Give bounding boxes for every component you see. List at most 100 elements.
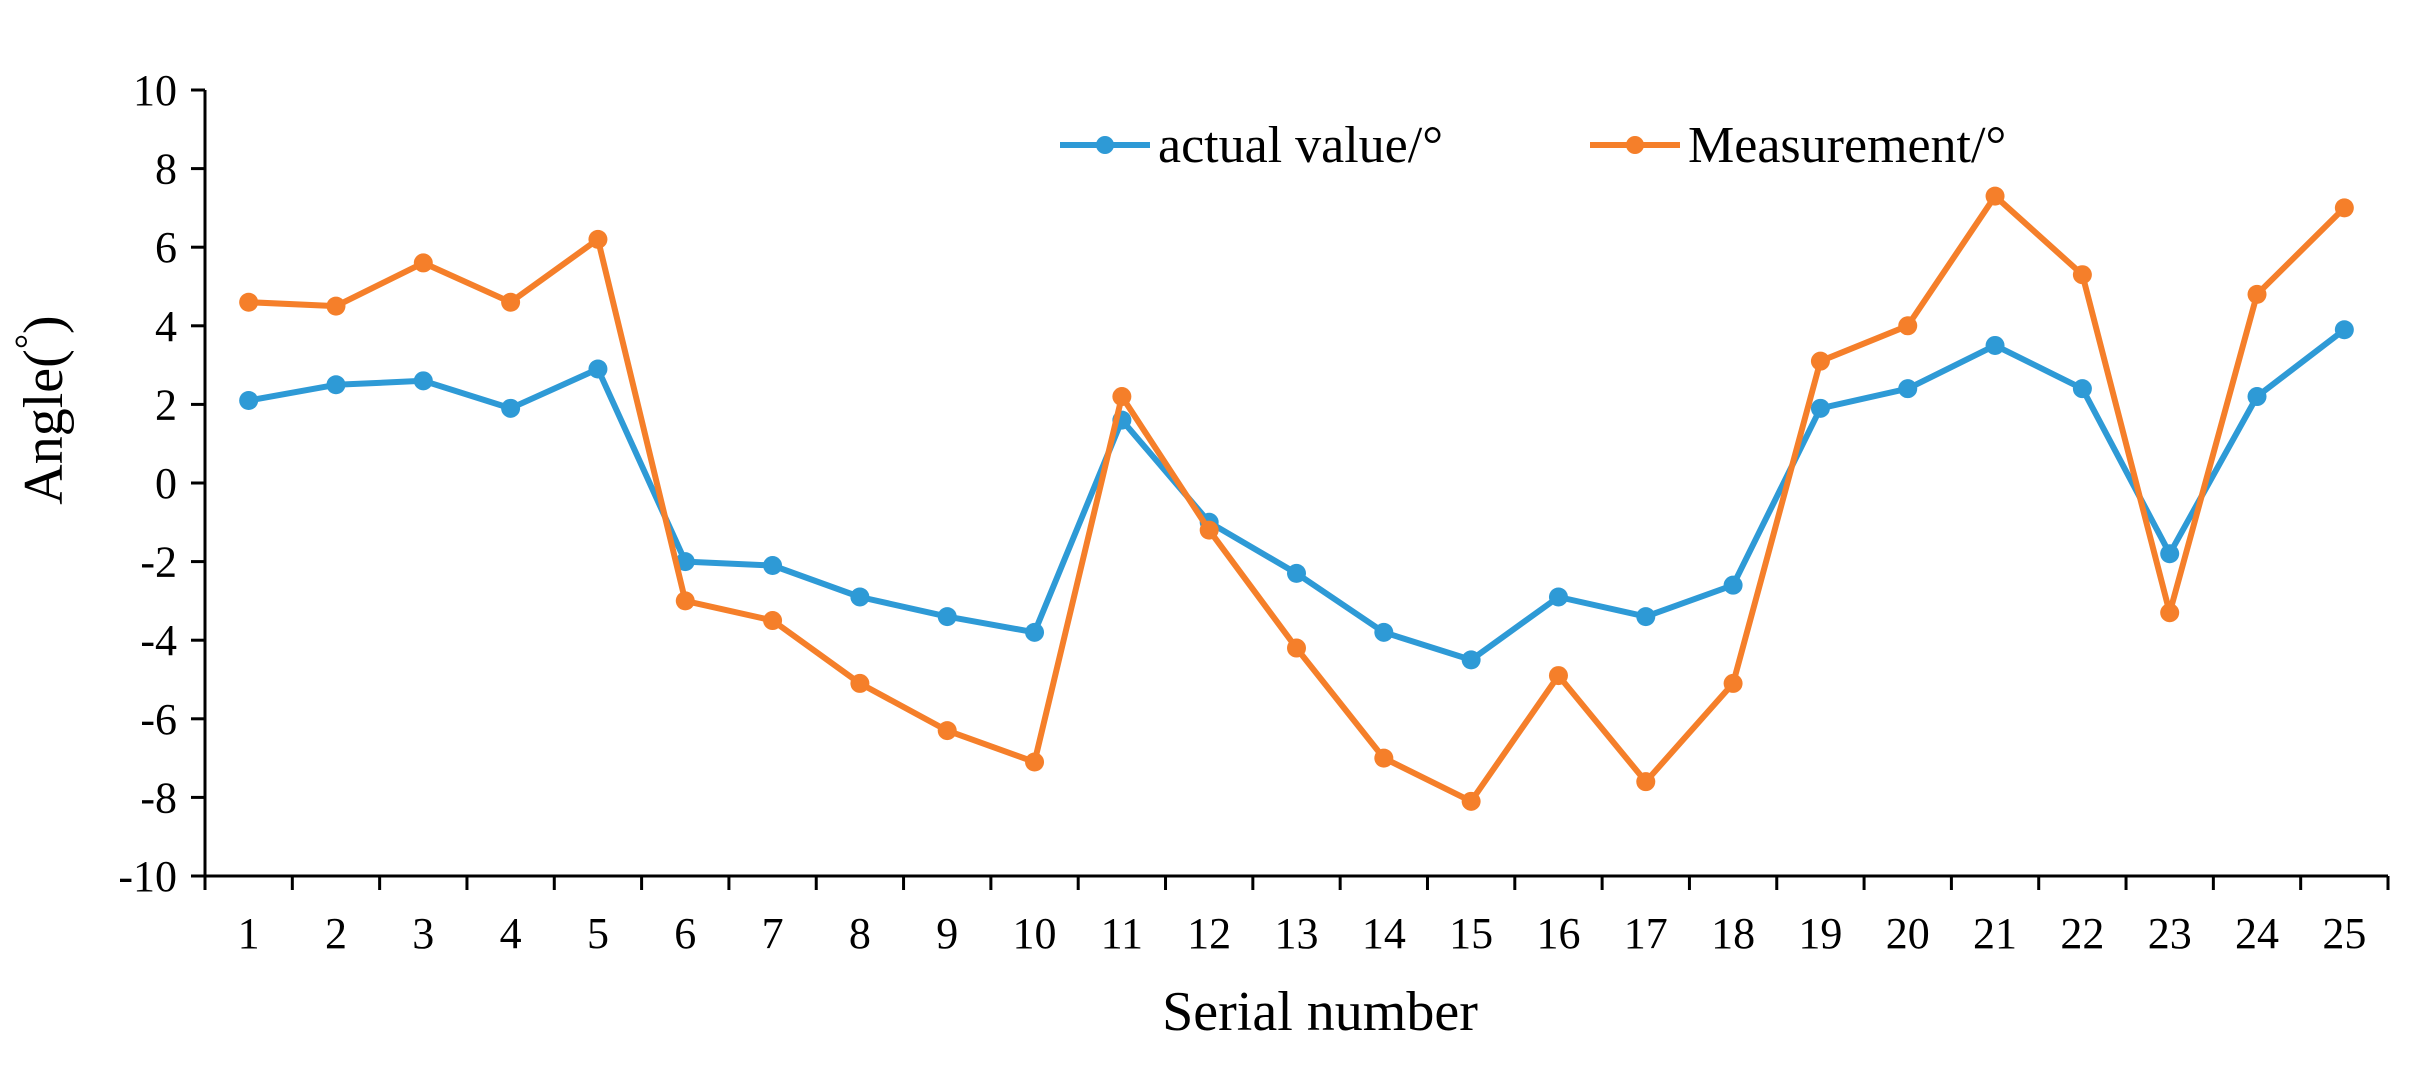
legend-marker-actual-value — [1096, 136, 1114, 154]
x-tick-label: 1 — [238, 909, 260, 958]
x-tick-label: 17 — [1624, 909, 1668, 958]
series-line — [245, 326, 2348, 663]
x-tick-label: 12 — [1187, 909, 1231, 958]
legend-marker-measurement — [1626, 136, 1644, 154]
x-tick-label: 21 — [1973, 909, 2017, 958]
data-point — [2160, 603, 2180, 623]
data-point — [413, 253, 433, 273]
data-point — [2334, 198, 2354, 218]
x-tick-label: 18 — [1711, 909, 1755, 958]
x-tick-label: 11 — [1101, 909, 1143, 958]
legend: actual value/° Measurement/° — [1060, 117, 2006, 174]
data-point — [675, 552, 695, 572]
y-axis-title: Angle(°) — [8, 315, 75, 504]
data-point — [326, 375, 346, 395]
data-point — [1374, 748, 1394, 768]
data-point — [1548, 587, 1568, 607]
y-tick-label: -2 — [140, 538, 177, 587]
y-tick-label: -4 — [140, 616, 177, 665]
x-tick-label: 4 — [500, 909, 522, 958]
x-tick-label: 9 — [936, 909, 958, 958]
x-tick-label: 20 — [1886, 909, 1930, 958]
data-point — [1374, 622, 1394, 642]
data-point — [1548, 666, 1568, 686]
data-point — [1723, 575, 1743, 595]
x-tick-label: 23 — [2148, 909, 2192, 958]
x-tick-label: 2 — [325, 909, 347, 958]
data-point — [2160, 544, 2180, 564]
y-tick-label: 2 — [155, 380, 177, 429]
x-tick-label: 5 — [587, 909, 609, 958]
legend-item-actual-value: actual value/° — [1060, 117, 1443, 174]
x-tick-label: 8 — [849, 909, 871, 958]
data-point — [1461, 650, 1481, 670]
data-point — [1898, 316, 1918, 336]
x-tick-label: 3 — [412, 909, 434, 958]
data-point — [1636, 772, 1656, 792]
data-point — [2247, 387, 2267, 407]
data-point — [501, 292, 521, 312]
y-tick-label: 6 — [155, 223, 177, 272]
x-axis-title: Serial number — [1162, 981, 1478, 1043]
data-point — [1112, 387, 1132, 407]
y-tick-label: 10 — [133, 66, 177, 115]
legend-label-measurement: Measurement/° — [1688, 117, 2006, 174]
x-tick-label: 16 — [1536, 909, 1580, 958]
series-0 — [239, 320, 2354, 670]
data-point — [2072, 265, 2092, 285]
data-point — [1025, 622, 1045, 642]
x-tick-label: 13 — [1275, 909, 1319, 958]
data-point — [413, 371, 433, 391]
x-tick-label: 15 — [1449, 909, 1493, 958]
data-point — [2072, 379, 2092, 399]
data-point — [588, 359, 608, 379]
x-tick-label: 24 — [2235, 909, 2279, 958]
legend-label-actual-value: actual value/° — [1158, 117, 1443, 174]
y-axis-title-degree: ° — [8, 334, 50, 349]
data-point — [850, 587, 870, 607]
x-tick-label: 25 — [2322, 909, 2366, 958]
data-point — [2334, 320, 2354, 340]
y-tick-label: 0 — [155, 459, 177, 508]
data-point — [1810, 398, 1830, 418]
x-tick-label: 10 — [1013, 909, 1057, 958]
data-point — [1898, 379, 1918, 399]
data-point — [1287, 638, 1306, 658]
y-axis-title-prefix: Angle( — [13, 349, 75, 505]
data-point — [1025, 752, 1045, 772]
data-point — [1199, 520, 1219, 540]
data-point — [501, 398, 521, 418]
series-1 — [239, 186, 2354, 811]
y-tick-label: -8 — [140, 773, 177, 822]
y-tick-label: 4 — [155, 302, 177, 351]
y-axis-title-suffix: ) — [13, 315, 75, 334]
data-point — [675, 591, 695, 611]
data-point — [1985, 186, 2005, 206]
x-tick-label: 7 — [762, 909, 784, 958]
y-tick-label: 8 — [155, 145, 177, 194]
data-point — [850, 673, 870, 693]
data-point — [937, 721, 957, 741]
data-point — [1985, 335, 2005, 355]
data-point — [763, 556, 783, 576]
data-point — [937, 607, 957, 627]
x-tick-label: 22 — [2060, 909, 2104, 958]
data-point — [1287, 563, 1306, 583]
data-point — [1723, 673, 1743, 693]
y-tick-label: -6 — [140, 695, 177, 744]
x-tick-label: 19 — [1798, 909, 1842, 958]
data-point — [239, 292, 259, 312]
data-point — [239, 390, 259, 410]
x-tick-label: 6 — [674, 909, 696, 958]
data-point — [1810, 351, 1830, 371]
y-tick-label: -10 — [118, 852, 177, 901]
data-point — [326, 296, 346, 316]
data-point — [763, 611, 783, 631]
data-point — [2247, 284, 2267, 304]
data-point — [588, 229, 608, 249]
legend-item-measurement: Measurement/° — [1590, 117, 2006, 174]
x-tick-label: 14 — [1362, 909, 1406, 958]
data-point — [1461, 791, 1481, 811]
